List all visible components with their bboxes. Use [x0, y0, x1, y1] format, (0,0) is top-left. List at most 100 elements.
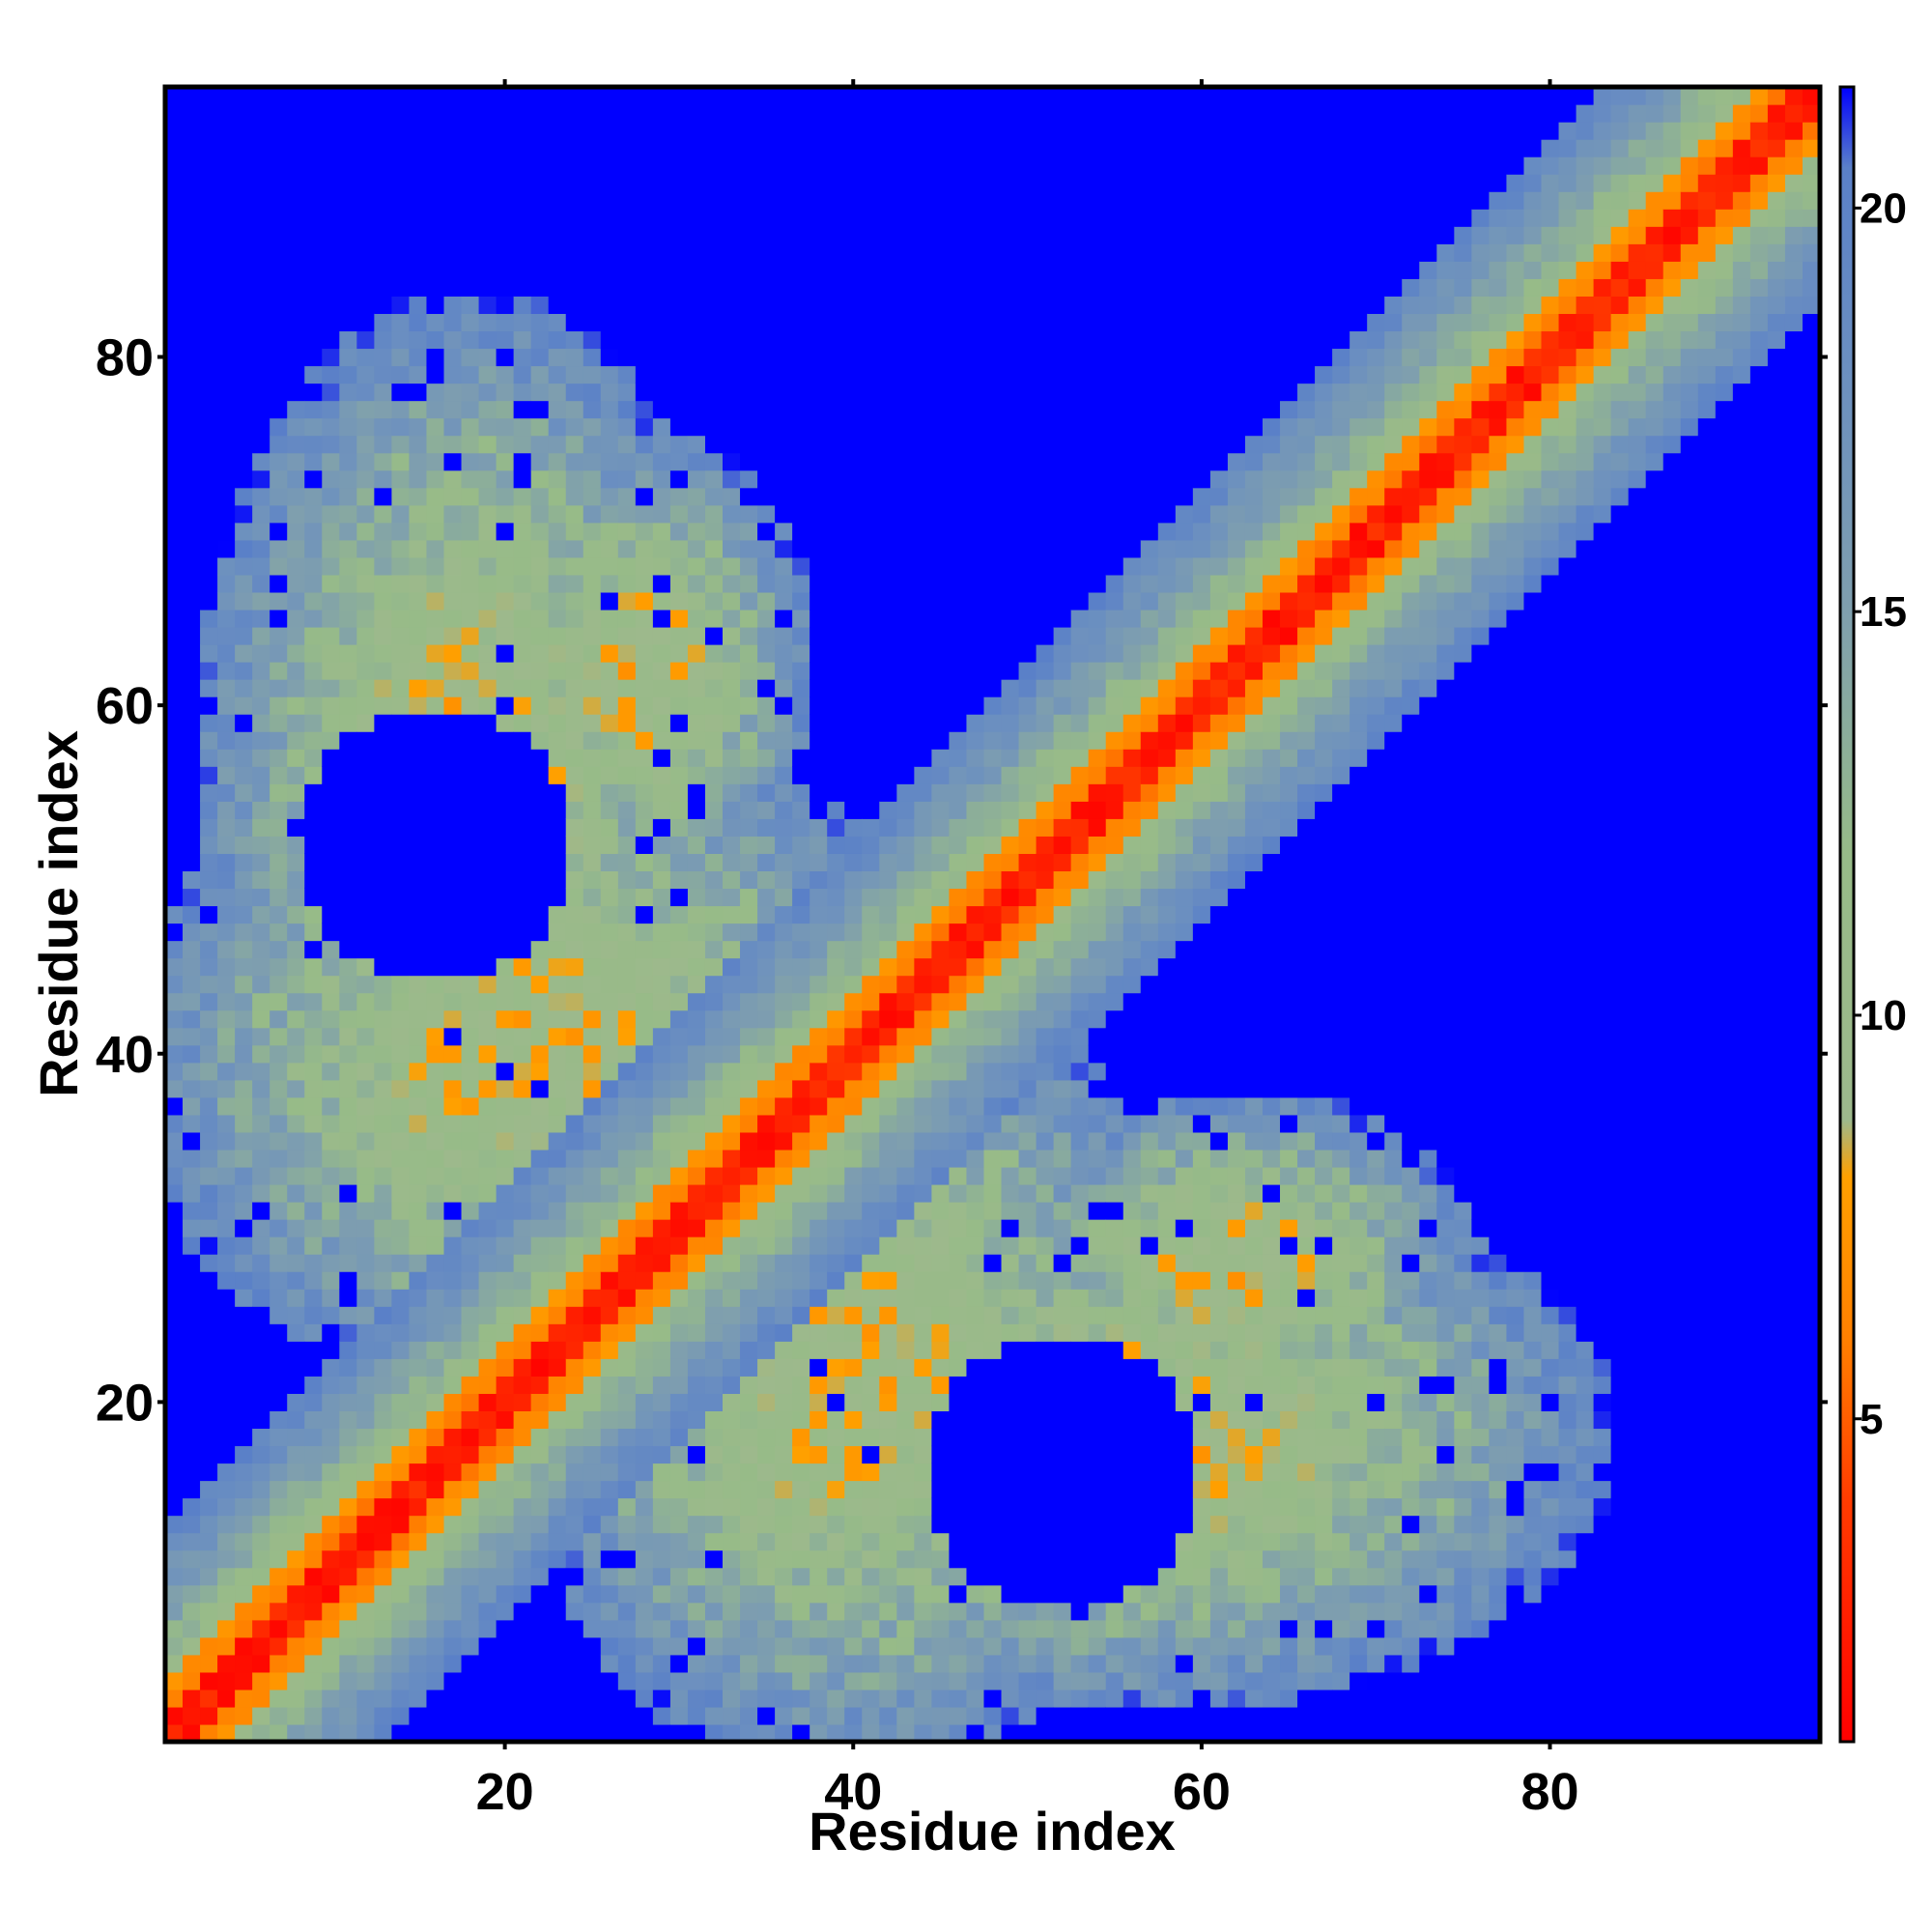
heatmap-cell [374, 122, 393, 140]
heatmap-cell [217, 1009, 236, 1029]
heatmap-cell [931, 278, 951, 297]
heatmap-cell [1053, 679, 1072, 697]
heatmap-cell [669, 1341, 689, 1359]
heatmap-cell [409, 87, 428, 105]
heatmap-cell [879, 870, 897, 890]
heatmap-cell [339, 87, 357, 105]
heatmap-cell [252, 226, 270, 244]
heatmap-cell [374, 766, 393, 784]
heatmap-cell [582, 383, 602, 402]
heatmap-cell [1001, 243, 1020, 262]
heatmap-cell [496, 1549, 515, 1569]
heatmap-cell [322, 574, 340, 593]
heatmap-cell [896, 469, 915, 489]
heatmap-cell [966, 417, 985, 437]
heatmap-cell [270, 1009, 288, 1029]
heatmap-cell [914, 104, 932, 123]
heatmap-cell [669, 1654, 689, 1673]
heatmap-cell [513, 1096, 532, 1116]
heatmap-cell [582, 574, 602, 593]
heatmap-cell [896, 313, 915, 332]
heatmap-cell [740, 1044, 758, 1064]
heatmap-cell [896, 1480, 915, 1499]
heatmap-cell [565, 818, 584, 837]
heatmap-cell [1018, 1689, 1037, 1708]
heatmap-cell [862, 1254, 880, 1272]
heatmap-cell [426, 591, 445, 611]
heatmap-cell [635, 1636, 654, 1656]
heatmap-cell [217, 1549, 236, 1569]
heatmap-cell [409, 1079, 428, 1098]
heatmap-cell [949, 1096, 968, 1116]
heatmap-cell [879, 1567, 897, 1586]
heatmap-cell [704, 1515, 724, 1534]
heatmap-cell [513, 400, 532, 419]
heatmap-cell [530, 1166, 550, 1185]
heatmap-cell [304, 1463, 323, 1482]
heatmap-cell [287, 1689, 305, 1708]
heatmap-cell [669, 1515, 689, 1534]
heatmap-cell [740, 1689, 758, 1708]
heatmap-cell [165, 1428, 184, 1447]
heatmap-cell [757, 1306, 776, 1324]
heatmap-cell [704, 313, 724, 332]
heatmap-cell [478, 714, 497, 732]
heatmap-cell [582, 853, 602, 872]
heatmap-cell [252, 365, 270, 384]
heatmap-cell [949, 905, 968, 924]
heatmap-cell [217, 365, 236, 384]
heatmap-cell [183, 818, 201, 837]
heatmap-cell [1036, 574, 1055, 593]
heatmap-cell [183, 591, 201, 611]
heatmap-cell [252, 818, 270, 837]
heatmap-cell [304, 435, 323, 454]
heatmap-cell [496, 487, 515, 506]
heatmap-cell [356, 1689, 375, 1708]
heatmap-cell [635, 888, 654, 907]
heatmap-cell [792, 1602, 810, 1621]
heatmap-cell [669, 1358, 689, 1377]
heatmap-cell [669, 714, 689, 732]
heatmap-cell [687, 923, 706, 942]
heatmap-cell [704, 783, 724, 802]
heatmap-cell [391, 801, 411, 819]
heatmap-cell [304, 644, 323, 663]
heatmap-cell [983, 1044, 1003, 1064]
heatmap-cell [339, 1131, 357, 1151]
heatmap-cell [426, 574, 445, 593]
heatmap-cell [810, 1445, 828, 1464]
heatmap-cell [322, 1341, 340, 1359]
heatmap-cell [879, 452, 897, 471]
heatmap-cell [461, 1323, 480, 1342]
heatmap-cell [461, 191, 480, 210]
heatmap-cell [723, 626, 741, 645]
heatmap-cell [931, 156, 951, 175]
heatmap-cell [530, 609, 550, 628]
heatmap-cell [374, 1149, 393, 1168]
heatmap-cell [862, 1044, 880, 1064]
heatmap-cell [235, 1689, 253, 1708]
heatmap-cell [617, 435, 637, 454]
heatmap-cell [687, 1323, 706, 1342]
heatmap-cell [966, 957, 985, 977]
heatmap-cell [600, 870, 619, 890]
heatmap-cell [270, 731, 288, 750]
heatmap-cell [478, 1549, 497, 1569]
heatmap-cell [304, 417, 323, 437]
heatmap-cell [966, 1289, 985, 1307]
heatmap-cell [322, 644, 340, 663]
heatmap-cell [183, 365, 201, 384]
heatmap-cell [896, 191, 915, 210]
heatmap-cell [1001, 1671, 1020, 1690]
heatmap-cell [322, 714, 340, 732]
heatmap-cell [270, 435, 288, 454]
heatmap-cell [270, 348, 288, 367]
heatmap-cell [723, 992, 741, 1011]
heatmap-cell [443, 1689, 463, 1708]
heatmap-cell [391, 714, 411, 732]
heatmap-cell [270, 278, 288, 297]
heatmap-cell [339, 626, 357, 645]
heatmap-cell [200, 1376, 218, 1394]
heatmap-cell [304, 1079, 323, 1098]
heatmap-cell [252, 504, 270, 524]
